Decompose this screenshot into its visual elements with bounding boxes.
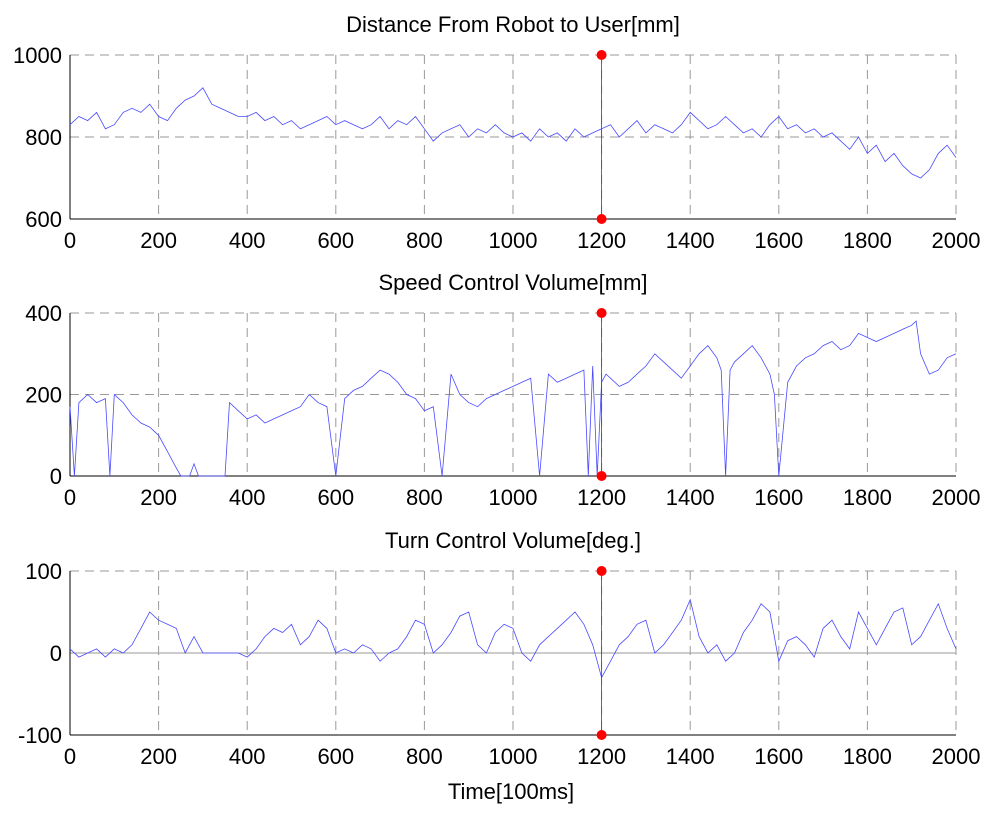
x-tick-label: 2000 [932,228,981,253]
marker-dot-top [596,50,607,60]
y-tick-label: 100 [25,559,62,584]
x-tick-label: 1400 [666,485,715,510]
x-tick-label: 1800 [843,228,892,253]
x-tick-label: 1800 [843,744,892,769]
y-tick-label: -100 [18,723,62,748]
chart-title: Speed Control Volume[mm] [378,270,647,295]
chart-1: Distance From Robot to User[mm] 600 800 100… [13,12,980,253]
x-tick-label: 600 [317,744,354,769]
y-tick-label: 0 [50,641,62,666]
x-tick-label: 1200 [577,485,626,510]
x-tick-label: 0 [64,228,76,253]
marker-dot-top [596,566,607,576]
x-tick-label: 1800 [843,485,892,510]
chart-title: Distance From Robot to User[mm] [346,12,680,37]
y-tick-label: 1000 [13,43,62,68]
x-tick-label: 2000 [932,744,981,769]
x-tick-label: 800 [406,744,443,769]
series-line [69,87,957,179]
x-tick-label: 400 [229,485,266,510]
marker-dot-top [596,308,607,318]
x-tick-label: 1000 [489,744,538,769]
x-tick-label: 0 [64,485,76,510]
x-tick-label: 800 [406,485,443,510]
x-axis-label: Time[100ms] [448,779,574,804]
chart-2: Speed Control Volume[mm] 0 200 400 0 200 400 60… [25,270,980,510]
y-tick-label: 0 [50,464,62,489]
x-tick-label: 400 [229,744,266,769]
x-tick-label: 0 [64,744,76,769]
x-tick-label: 1600 [754,744,803,769]
x-tick-label: 200 [140,485,177,510]
series-line [69,598,957,679]
x-tick-label: 600 [317,485,354,510]
y-tick-label: 600 [25,207,62,232]
x-tick-label: 200 [140,744,177,769]
x-tick-label: 1200 [577,228,626,253]
x-tick-label: 1400 [666,228,715,253]
x-tick-label: 800 [406,228,443,253]
y-tick-label: 400 [25,301,62,326]
x-tick-label: 600 [317,228,354,253]
y-tick-label: 200 [25,383,62,408]
x-tick-label: 1000 [489,485,538,510]
chart-title: Turn Control Volume[deg.] [385,528,641,553]
x-tick-label: 2000 [932,485,981,510]
marker-dot-bottom [596,730,607,740]
x-tick-label: 1200 [577,744,626,769]
x-tick-label: 200 [140,228,177,253]
x-tick-label: 1000 [489,228,538,253]
series-line [69,320,957,477]
x-tick-label: 1600 [754,485,803,510]
x-tick-label: 400 [229,228,266,253]
x-tick-label: 1600 [754,228,803,253]
x-tick-label: 1400 [666,744,715,769]
marker-dot-bottom [596,214,607,224]
marker-dot-bottom [596,471,607,481]
y-tick-label: 800 [25,125,62,150]
